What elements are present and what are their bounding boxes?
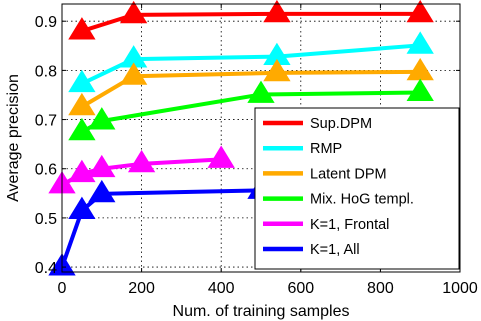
series-line: [81, 43, 421, 86]
x-tick-label: 200: [128, 280, 155, 297]
series-mix-hog-templ-: [68, 78, 434, 141]
legend-label: Sup.DPM: [310, 116, 372, 132]
legend: Sup.DPM RMP Latent DPM Mix. HoG templ. K=1, …: [254, 107, 460, 270]
series-line: [81, 11, 421, 33]
data-point-marker: [406, 31, 434, 54]
data-point-marker: [68, 17, 96, 40]
x-axis-label: Num. of training samples: [173, 303, 350, 320]
x-tick-label: 0: [58, 280, 67, 297]
data-point-marker: [88, 107, 116, 130]
data-point-marker: [127, 149, 156, 173]
x-tick-label: 400: [208, 280, 235, 297]
x-tick-label: 1000: [442, 280, 478, 297]
series-latent-dpm: [68, 57, 434, 116]
legend-label: RMP: [310, 141, 342, 157]
data-point-marker: [406, 78, 434, 101]
series-group: [48, 0, 434, 276]
series-sup-dpm: [68, 0, 434, 40]
data-point-marker: [406, 0, 434, 23]
series-line: [80, 69, 421, 109]
y-tick-label: 0.7: [35, 113, 57, 130]
data-point-marker: [68, 159, 96, 183]
data-point-marker: [119, 0, 148, 24]
plot-frame: [61, 3, 461, 273]
legend-label: Latent DPM: [310, 166, 387, 182]
y-tick-label: 0.6: [35, 162, 57, 179]
data-point-marker: [119, 62, 148, 85]
data-point-marker: [68, 69, 96, 93]
y-tick-label: 0.9: [35, 14, 57, 31]
y-tick-label: 0.5: [35, 211, 57, 228]
legend-box: [254, 107, 460, 270]
data-point-marker: [247, 80, 275, 103]
y-tick-label: 0.8: [35, 63, 57, 80]
data-point-marker: [263, 58, 291, 82]
x-tick-label: 600: [287, 280, 314, 297]
axis-ticks: 0 200 400 600 800 1000 0.4 0.5 0.6 0.7 0.8 0.9: [35, 4, 478, 297]
data-point-marker: [207, 145, 235, 168]
data-point-marker: [263, 0, 291, 23]
y-tick-label: 0.4: [35, 260, 57, 277]
series-rmp: [68, 31, 434, 93]
legend-label: K=1, All: [310, 242, 360, 258]
legend-label: K=1, Frontal: [310, 217, 389, 233]
data-point-marker: [88, 154, 116, 178]
data-point-marker: [68, 196, 96, 219]
x-tick-label: 800: [367, 280, 394, 297]
data-point-marker: [88, 179, 116, 203]
data-point-marker: [68, 92, 96, 116]
y-axis-label: Average precision: [5, 74, 22, 202]
legend-label: Mix. HoG templ.: [310, 192, 414, 208]
